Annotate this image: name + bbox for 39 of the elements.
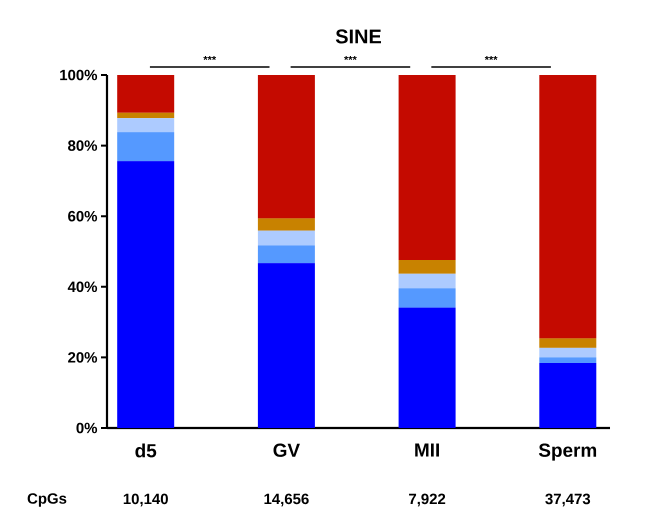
bar (258, 245, 315, 264)
bar (539, 348, 596, 358)
x-tick-label: Sperm (538, 444, 596, 461)
bar (117, 118, 174, 132)
text: *** (203, 56, 216, 60)
y-tick-label: 100% (60, 70, 98, 80)
bar (398, 260, 456, 274)
y-tick-label: 0% (76, 422, 98, 434)
text: *** (484, 56, 498, 60)
bar (258, 218, 315, 231)
text: 7,922 (409, 494, 446, 506)
text: 10,140 (124, 494, 168, 506)
x-tick-label: d5 (135, 444, 156, 458)
bar (117, 112, 174, 118)
bar (258, 74, 315, 218)
bar (398, 74, 456, 260)
bar (539, 338, 596, 348)
text: 14,656 (264, 494, 309, 506)
bar (539, 74, 596, 338)
text: 37,473 (545, 494, 590, 506)
y-tick-label: 20% (68, 352, 98, 363)
y-tick-label: 80% (68, 140, 98, 151)
text: *** (344, 56, 357, 60)
y-tick-label: 60% (68, 210, 98, 222)
bar (117, 161, 174, 428)
bar (258, 263, 315, 428)
bar (258, 230, 315, 246)
y-tick-label: 40% (68, 282, 98, 292)
bar (398, 274, 456, 288)
bar (117, 132, 174, 162)
bar (117, 74, 174, 113)
x-tick-label: GV (274, 444, 300, 457)
bar (398, 288, 456, 308)
bar (398, 308, 456, 428)
chart-title: SINE (336, 29, 381, 44)
bar (539, 363, 596, 428)
x-tick-label: MII (415, 444, 439, 457)
text: CpGs (28, 493, 66, 507)
bar (539, 357, 596, 364)
